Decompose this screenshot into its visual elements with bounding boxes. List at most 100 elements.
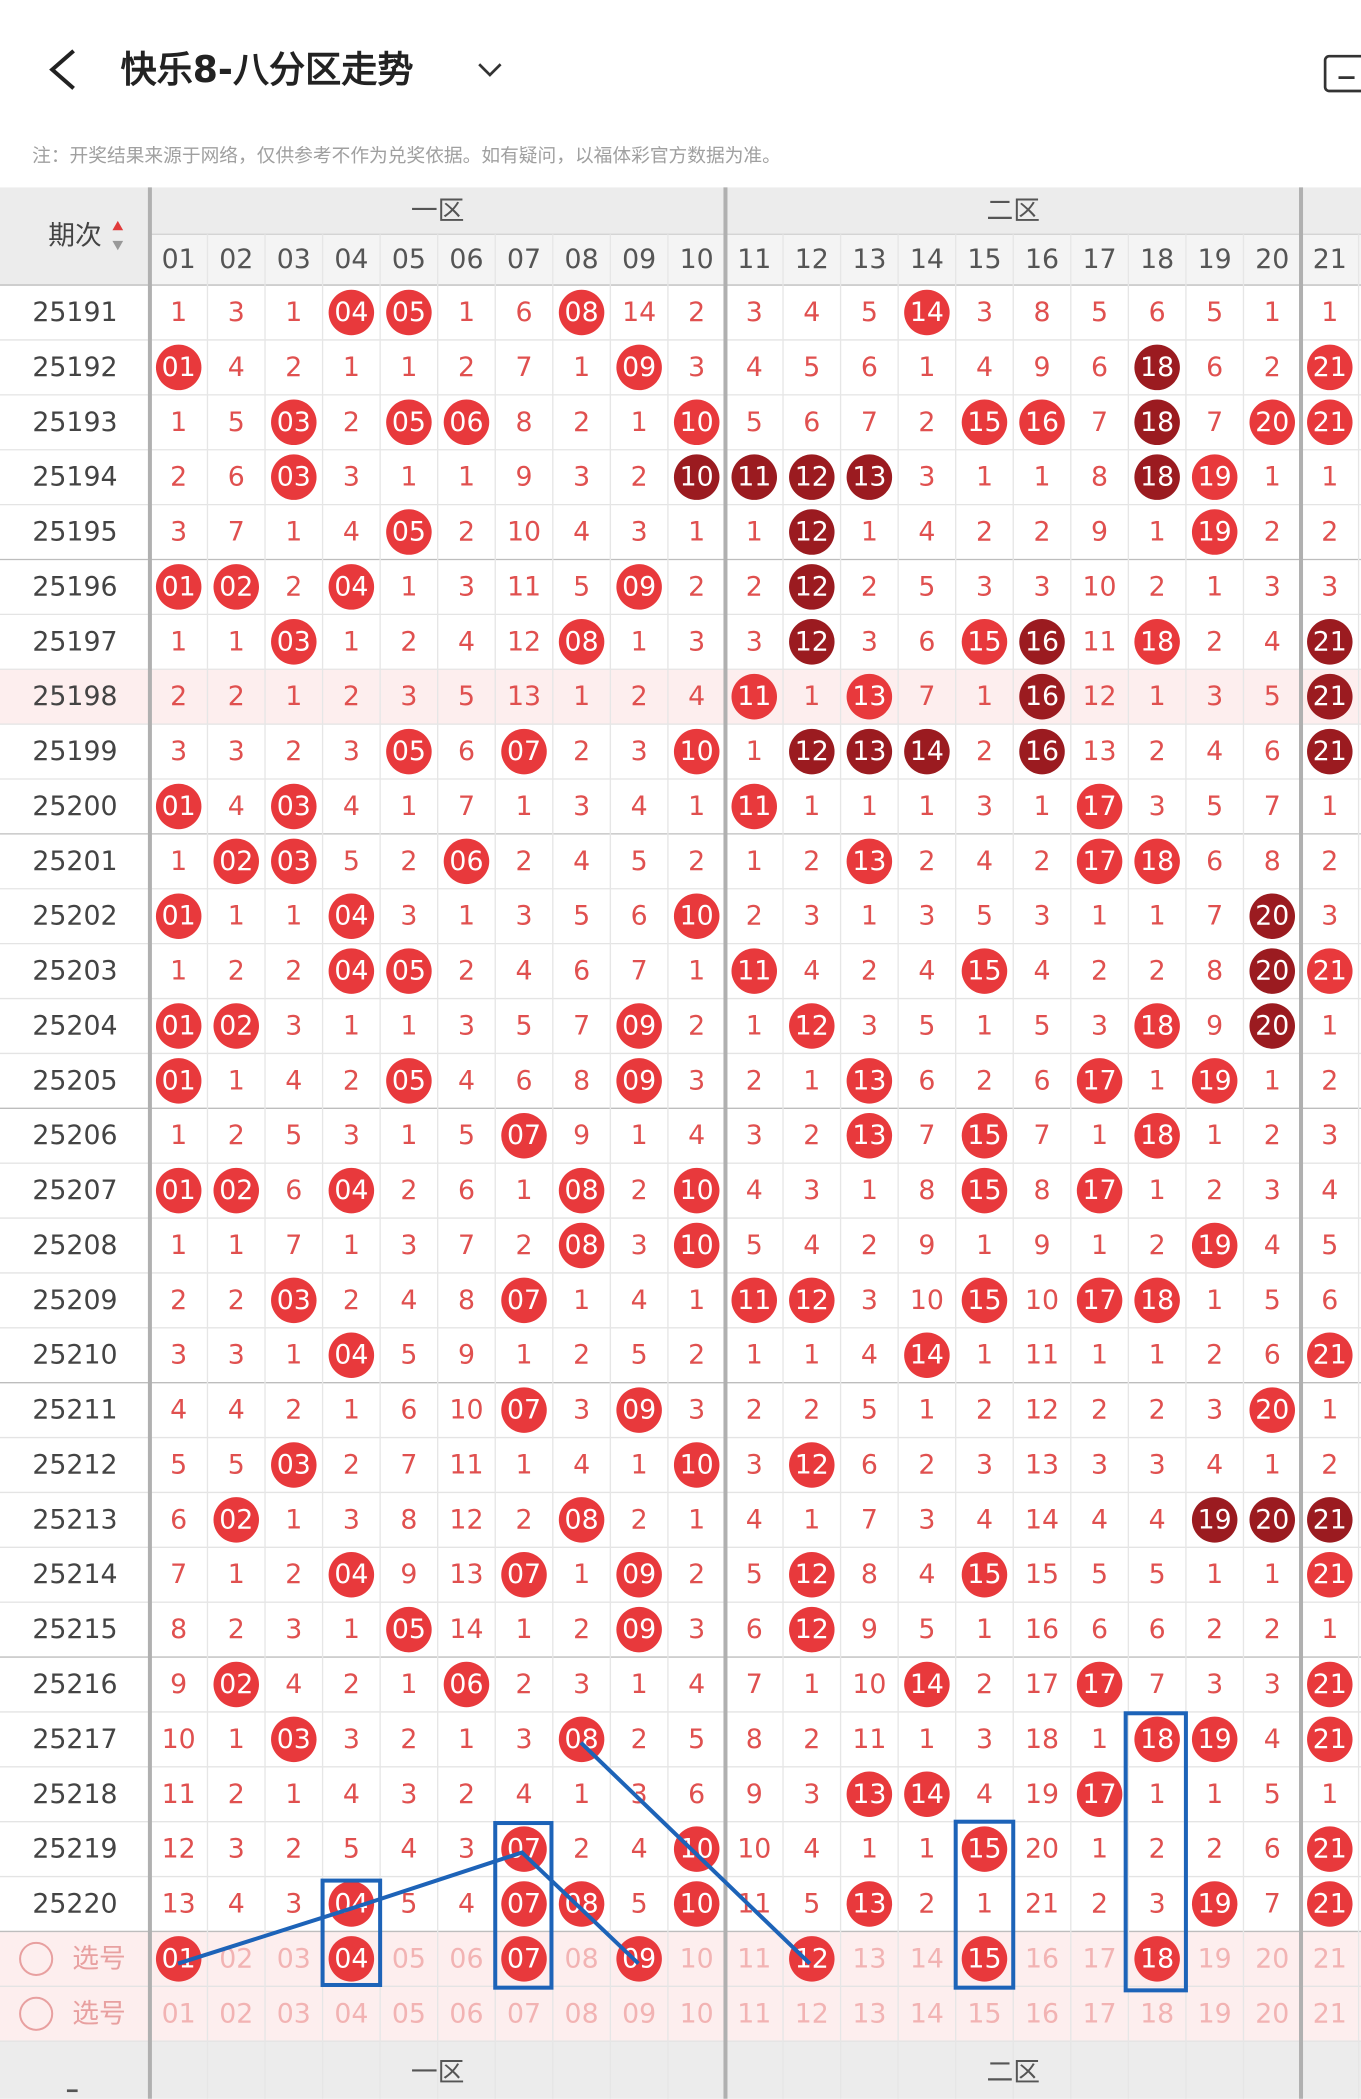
- pick-number[interactable]: 01: [162, 1998, 196, 2029]
- disclaimer: 注：开奖结果来源于网络，仅供参考不作为兑奖依据。如有疑问，以福体彩官方数据为准。: [32, 146, 781, 167]
- pick-number[interactable]: 13: [852, 1998, 886, 2029]
- pick-number[interactable]: 04: [334, 1998, 368, 2029]
- hit-ball: [789, 1003, 835, 1049]
- pick-number[interactable]: 19: [1198, 1943, 1232, 1974]
- hit-number: 06: [449, 1669, 483, 1700]
- miss-count: 6: [400, 1395, 417, 1426]
- hit-number: 14: [910, 736, 944, 767]
- hit-number: 08: [565, 1230, 599, 1261]
- miss-count: 1: [976, 1010, 993, 1041]
- miss-count: 8: [573, 1065, 590, 1096]
- miss-count: 1: [458, 297, 475, 328]
- hit-ball: [271, 1277, 317, 1324]
- miss-count: 4: [458, 1065, 475, 1096]
- hit-ball: [558, 1497, 605, 1543]
- hit-ball: [731, 673, 777, 720]
- pick-number[interactable]: 15: [967, 1998, 1001, 2029]
- pick-number[interactable]: 13: [852, 1943, 886, 1974]
- hit-ball: [1076, 1661, 1123, 1708]
- pick-number[interactable]: 08: [565, 1943, 599, 1974]
- miss-count: 4: [746, 1175, 763, 1206]
- pick-number[interactable]: 19: [1198, 1998, 1232, 2029]
- miss-count: 3: [458, 1010, 475, 1041]
- pick-number[interactable]: 07: [507, 1998, 541, 2029]
- pick-number[interactable]: 17: [1083, 1943, 1117, 1974]
- pick-number[interactable]: 11: [737, 1998, 771, 2029]
- pick-number[interactable]: 20: [1255, 1998, 1289, 2029]
- pick-number[interactable]: 02: [219, 1998, 253, 2029]
- column-header: 11: [737, 244, 771, 275]
- pick-number[interactable]: 10: [680, 1998, 714, 2029]
- picked-number[interactable]: 04: [334, 1943, 368, 1974]
- miss-count: 4: [573, 517, 590, 548]
- hit-ball: [1019, 619, 1065, 665]
- miss-count: 1: [918, 352, 935, 383]
- issue-number: 25193: [32, 407, 117, 438]
- pick-number[interactable]: 17: [1083, 1998, 1117, 2029]
- miss-count: 2: [285, 736, 302, 767]
- hit-ball: [673, 1881, 720, 1927]
- pick-number[interactable]: 14: [910, 1943, 944, 1974]
- picked-ball: [328, 1936, 375, 1982]
- hit-ball: [558, 619, 605, 665]
- pick-number[interactable]: 21: [1313, 1943, 1347, 1974]
- pick-number[interactable]: 12: [795, 1998, 829, 2029]
- icon-frame: [1323, 54, 1361, 93]
- dropdown[interactable]: [478, 63, 502, 77]
- hit-ball: [961, 1112, 1008, 1159]
- hit-number: 14: [910, 1340, 944, 1371]
- pick-number[interactable]: 06: [449, 1998, 483, 2029]
- miss-count: 5: [458, 1120, 475, 1151]
- hit-number: 21: [1313, 407, 1347, 438]
- pick-number[interactable]: 03: [277, 1943, 311, 1974]
- hit-ball: [213, 1661, 259, 1708]
- device-icon[interactable]: [1323, 54, 1361, 93]
- back-button[interactable]: [49, 49, 75, 90]
- hit-ball: [789, 564, 835, 610]
- miss-count: 1: [516, 791, 533, 822]
- pick-number[interactable]: 16: [1025, 1943, 1059, 1974]
- miss-count: 2: [803, 1724, 820, 1755]
- pick-number[interactable]: 06: [449, 1943, 483, 1974]
- pick-number[interactable]: 09: [622, 1998, 656, 2029]
- hit-number: 10: [680, 1889, 714, 1920]
- miss-count: 5: [1321, 1230, 1338, 1261]
- hit-ball: [789, 619, 835, 665]
- miss-count: 5: [458, 681, 475, 712]
- picked-number[interactable]: 18: [1140, 1943, 1174, 1974]
- picked-number[interactable]: 15: [967, 1943, 1001, 1974]
- miss-count: 4: [228, 352, 245, 383]
- pick-number[interactable]: 08: [565, 1998, 599, 2029]
- zone-label: 二区: [986, 195, 1040, 226]
- pick-number[interactable]: 03: [277, 1998, 311, 2029]
- miss-count: 5: [631, 1340, 648, 1371]
- miss-count: 2: [1091, 956, 1108, 987]
- miss-count: 1: [976, 1230, 993, 1261]
- pick-number[interactable]: 20: [1255, 1943, 1289, 1974]
- miss-count: 7: [1206, 407, 1223, 438]
- miss-count: 5: [1206, 297, 1223, 328]
- miss-count: 6: [228, 462, 245, 493]
- pick-number[interactable]: 05: [392, 1943, 426, 1974]
- picked-number[interactable]: 09: [622, 1943, 656, 1974]
- miss-count: 1: [285, 517, 302, 548]
- pick-number[interactable]: 05: [392, 1998, 426, 2029]
- picked-ball: [789, 1936, 835, 1982]
- picked-number[interactable]: 12: [795, 1943, 829, 1974]
- hit-ball: [961, 1826, 1008, 1872]
- hit-number: 17: [1083, 1065, 1117, 1096]
- picked-number[interactable]: 07: [507, 1943, 541, 1974]
- hit-ball: [501, 728, 547, 775]
- pick-number[interactable]: 10: [680, 1943, 714, 1974]
- pick-number[interactable]: 14: [910, 1998, 944, 2029]
- pick-number[interactable]: 18: [1140, 1998, 1174, 2029]
- pick-number[interactable]: 21: [1313, 1998, 1347, 2029]
- miss-count: 13: [1025, 1449, 1059, 1480]
- miss-count: 5: [803, 1889, 820, 1920]
- miss-count: 6: [1206, 846, 1223, 877]
- issue-header: 期次: [48, 221, 102, 252]
- pick-number[interactable]: 16: [1025, 1998, 1059, 2029]
- pick-number[interactable]: 11: [737, 1943, 771, 1974]
- miss-count: 11: [1025, 1340, 1059, 1371]
